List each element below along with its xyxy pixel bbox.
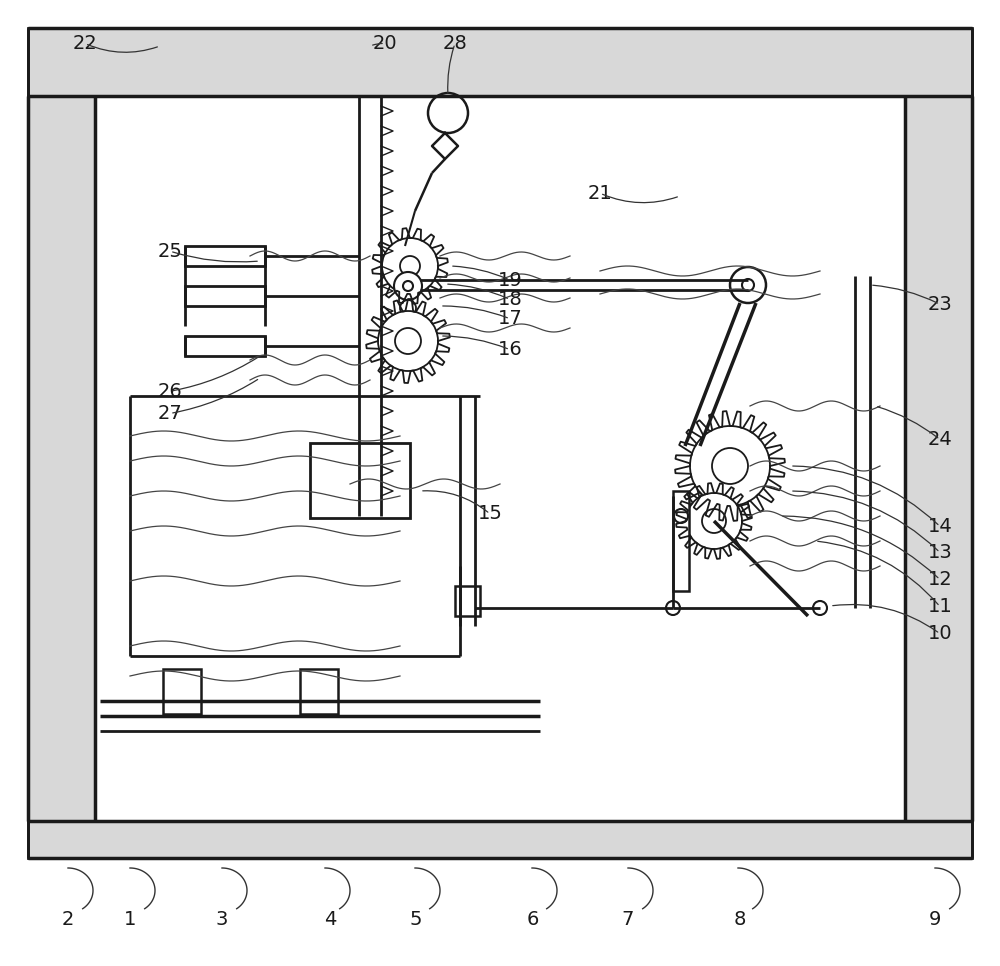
Text: 22: 22 (73, 34, 97, 53)
Circle shape (378, 311, 438, 371)
Bar (185, 246, 265, 266)
Text: 28: 28 (443, 34, 467, 53)
Bar (905, 96, 972, 821)
Text: 18: 18 (498, 290, 522, 309)
Text: 12: 12 (928, 570, 952, 589)
Text: 26: 26 (158, 382, 182, 401)
Text: 5: 5 (410, 910, 422, 929)
Text: 3: 3 (216, 910, 228, 929)
Text: 8: 8 (734, 910, 746, 929)
Text: 27: 27 (158, 404, 182, 423)
Text: 14: 14 (928, 517, 952, 536)
Text: 16: 16 (498, 340, 522, 359)
Text: 9: 9 (929, 910, 941, 929)
Text: 19: 19 (498, 270, 522, 290)
Circle shape (674, 509, 688, 523)
Circle shape (686, 493, 742, 549)
Circle shape (400, 256, 420, 276)
Text: 7: 7 (622, 910, 634, 929)
Circle shape (395, 328, 421, 354)
Bar (300, 669, 338, 714)
Text: 13: 13 (928, 543, 952, 562)
Circle shape (730, 267, 766, 303)
Bar (28, 96, 95, 821)
Bar (310, 443, 410, 518)
Text: 24: 24 (928, 430, 952, 449)
Circle shape (403, 281, 413, 291)
Bar (28, 28, 972, 96)
Bar (673, 491, 689, 591)
Text: 21: 21 (588, 184, 612, 203)
Bar (163, 669, 201, 714)
Text: 25: 25 (158, 242, 182, 261)
Text: 15: 15 (478, 504, 502, 524)
Text: 17: 17 (498, 309, 522, 328)
Circle shape (712, 448, 748, 484)
Circle shape (428, 93, 468, 133)
Text: 10: 10 (928, 624, 952, 643)
Bar (185, 336, 265, 356)
Circle shape (742, 279, 754, 291)
Circle shape (666, 601, 680, 615)
Bar (455, 586, 480, 616)
Text: 1: 1 (124, 910, 136, 929)
Circle shape (702, 509, 726, 533)
Text: 2: 2 (62, 910, 74, 929)
Text: 23: 23 (928, 295, 952, 314)
Text: 4: 4 (324, 910, 336, 929)
Circle shape (394, 272, 422, 300)
Text: 20: 20 (373, 34, 397, 53)
Circle shape (813, 601, 827, 615)
Circle shape (690, 426, 770, 506)
Circle shape (382, 238, 438, 294)
Bar (28, 821, 972, 858)
Text: 6: 6 (527, 910, 539, 929)
Circle shape (400, 300, 416, 316)
Text: 11: 11 (928, 597, 952, 616)
Bar (185, 286, 265, 306)
